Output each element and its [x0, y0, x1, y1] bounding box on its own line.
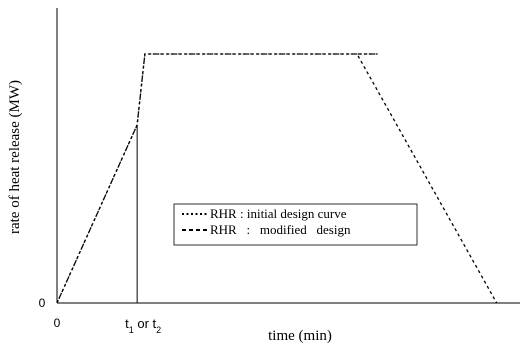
y-tick-label: 0 [39, 296, 46, 310]
legend-box [173, 203, 418, 246]
x-axis-label: time (min) [268, 328, 332, 344]
axes [56, 8, 520, 304]
series-line-1 [56, 53, 378, 304]
t1-t2-marker-label: t1 or t2 [125, 316, 161, 335]
tick-labels: 00 [39, 296, 61, 330]
legend-label-1: RHR : initial design curve [210, 206, 347, 221]
x-tick-label: 0 [54, 316, 61, 330]
series-line-2 [56, 53, 498, 304]
y-axis-label: rate of heat release (MW) [7, 80, 23, 234]
legend-label-2: RHR : modified design [210, 222, 351, 237]
series-layer [56, 53, 498, 304]
